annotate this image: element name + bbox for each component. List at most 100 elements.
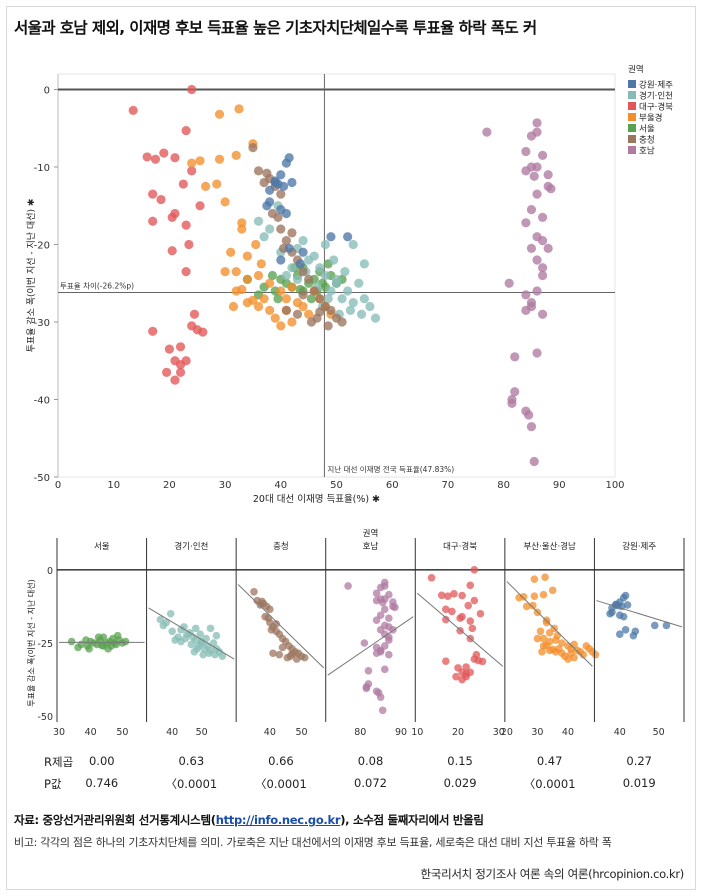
facet-data-point (427, 573, 436, 582)
data-point (253, 270, 264, 281)
data-point (253, 216, 264, 226)
facet-data-point (548, 586, 557, 595)
facet-data-point (466, 581, 475, 590)
data-point (187, 166, 197, 176)
data-point (292, 309, 303, 319)
y-tick-label: -20 (34, 241, 50, 252)
data-point (195, 156, 205, 166)
x-tick-label: 70 (442, 480, 455, 491)
data-point (510, 352, 520, 362)
legend-label: 대구·경북 (639, 102, 673, 113)
data-point (259, 232, 269, 242)
facet-data-point (156, 615, 165, 624)
x-tick-label: 40 (274, 480, 287, 491)
y-tick-label: 0 (44, 86, 50, 97)
x-tick-label: 30 (219, 480, 232, 491)
facet-data-point (623, 601, 632, 609)
data-point (370, 313, 381, 323)
data-point (326, 286, 336, 296)
facet-data-point (619, 612, 628, 621)
data-point (537, 236, 548, 246)
facet-header: 서울 (94, 542, 110, 552)
data-point (356, 309, 367, 319)
data-point (148, 326, 158, 336)
facet-data-point (468, 624, 477, 633)
data-point (142, 152, 152, 162)
credit-text: 한국리서치 정기조사 여론 속의 여론(hrcopinion.co.kr) (420, 867, 685, 881)
source-text: 자료: 중앙선거관리위원회 선거통계시스템(http://info.nec.go… (14, 812, 484, 828)
facet-data-point (168, 627, 176, 636)
facet-x-tick-label: 50 (196, 727, 208, 738)
legend-label: 호남 (639, 147, 655, 157)
data-point (526, 243, 537, 253)
data-point (281, 294, 291, 304)
facet-data-point (462, 663, 470, 671)
data-point (331, 274, 342, 284)
data-point (298, 290, 308, 300)
facet-data-point (266, 605, 274, 614)
data-point (532, 348, 542, 358)
legend-swatch (628, 91, 636, 99)
facet-data-point (85, 645, 93, 653)
facet-data-point (564, 655, 572, 663)
facet-data-point (300, 653, 309, 662)
data-point (256, 259, 266, 269)
data-point (212, 179, 222, 189)
facet-data-point (372, 649, 381, 658)
data-point (228, 301, 239, 312)
data-point (284, 243, 294, 253)
data-point (526, 422, 537, 432)
data-point (242, 274, 252, 284)
data-point (128, 105, 138, 116)
r2-value: 0.66 (268, 754, 294, 768)
data-point (181, 125, 191, 136)
r2-value: 0.47 (536, 754, 563, 768)
source-link[interactable]: http://info.nec.go.kr (215, 813, 341, 827)
facet-y-tick-label: -50 (37, 712, 53, 723)
r2-value: 0.63 (178, 754, 205, 768)
facet-data-point (466, 617, 475, 625)
data-point (359, 259, 369, 269)
facet-data-point (275, 650, 284, 659)
data-point (273, 294, 283, 304)
trend-line (327, 616, 414, 676)
facet-data-point (591, 650, 600, 659)
facet-x-tick-label: 80 (354, 727, 366, 738)
trend-line (148, 607, 235, 660)
legend-swatch (628, 135, 636, 143)
facet-panel-강원·제주: 강원·제주 40 50 (593, 538, 685, 738)
data-point (253, 301, 264, 312)
facet-x-tick-label: 40 (562, 727, 574, 738)
facet-data-point (191, 624, 200, 633)
data-point (150, 154, 161, 164)
facet-legend-title: 권역 (363, 528, 379, 539)
data-point (537, 150, 548, 160)
facet-data-point (539, 590, 548, 599)
data-point (510, 387, 520, 397)
data-point (242, 251, 252, 261)
data-point (265, 224, 275, 234)
data-point (529, 171, 539, 181)
x-tick-label: 10 (107, 480, 120, 491)
note-text: 비고: 각각의 점은 하나의 기초자치단체를 의미. 가로축은 지난 대선에서의… (14, 836, 612, 849)
data-point (237, 224, 247, 234)
legend-swatch (628, 146, 636, 154)
data-point (287, 177, 297, 188)
data-point (482, 127, 492, 137)
data-point (276, 286, 286, 296)
r2-value: 0.15 (447, 754, 473, 768)
data-point (354, 278, 364, 288)
facet-data-point (448, 607, 456, 616)
legend-label: 충청 (639, 136, 655, 146)
facet-data-point (177, 637, 185, 646)
facet-x-tick-label: 90 (395, 727, 407, 738)
data-point (181, 220, 191, 230)
legend-title: 권역 (628, 64, 644, 75)
data-point (276, 170, 286, 180)
series-대구·경북 (128, 84, 208, 385)
data-point (220, 267, 230, 277)
data-point (181, 267, 191, 277)
r2-value: 0.00 (88, 754, 115, 768)
data-point (287, 263, 297, 273)
